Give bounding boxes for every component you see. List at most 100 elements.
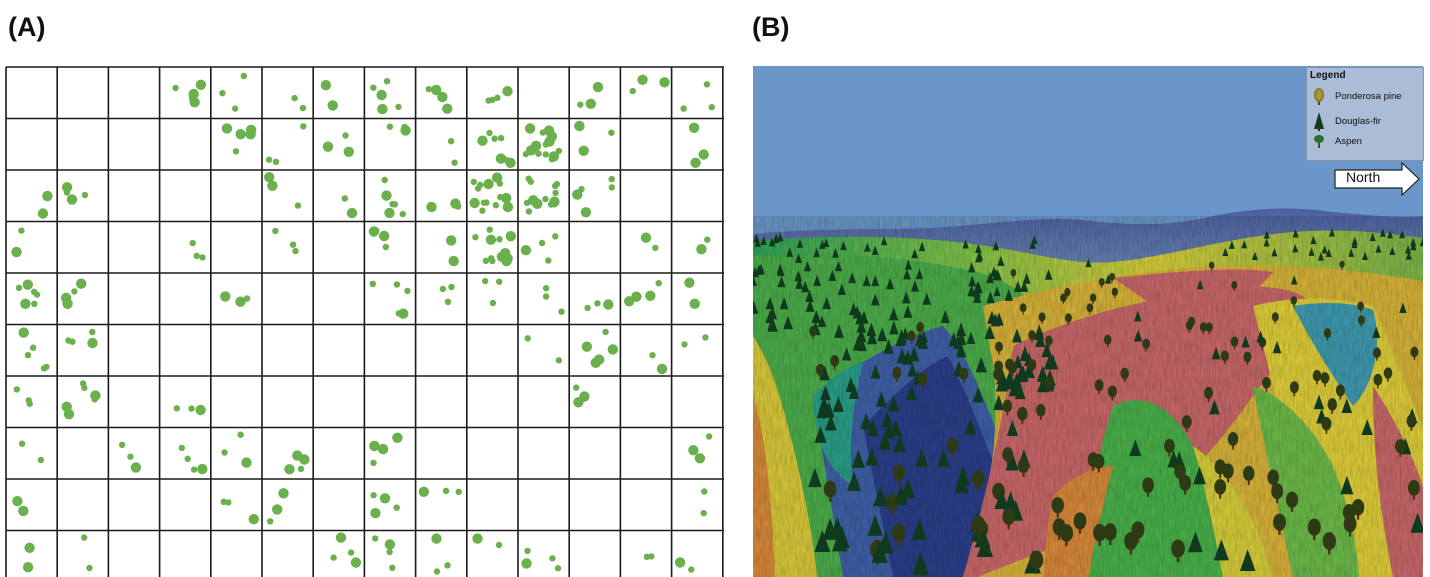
tree-dot bbox=[37, 456, 45, 464]
douglas-fir-tree bbox=[777, 232, 784, 242]
tree-dot bbox=[369, 280, 376, 288]
grid-cell bbox=[369, 280, 411, 319]
tree-dot bbox=[505, 231, 516, 242]
douglas-fir-tree bbox=[851, 449, 865, 468]
tree-dot bbox=[12, 496, 23, 507]
douglas-fir-tree bbox=[956, 330, 967, 346]
douglas-fir-tree bbox=[1035, 332, 1046, 347]
douglas-fir-tree bbox=[997, 255, 1005, 266]
grid-cell bbox=[425, 84, 453, 114]
ponderosa-pine-trunk bbox=[1109, 539, 1112, 546]
grid-cell bbox=[640, 232, 659, 252]
douglas-fir-tree bbox=[817, 315, 827, 328]
ponderosa-pine-tree bbox=[1285, 491, 1299, 508]
ponderosa-pine-trunk bbox=[1247, 479, 1250, 485]
grid-cell bbox=[220, 498, 259, 525]
ponderosa-pine-trunk bbox=[1313, 534, 1316, 541]
ponderosa-pine-trunk bbox=[1190, 325, 1193, 329]
ponderosa-pine-tree bbox=[1086, 303, 1094, 313]
grid-cell bbox=[522, 123, 563, 163]
tree-dot bbox=[690, 157, 701, 168]
grid-cell bbox=[267, 488, 289, 525]
tree-dot bbox=[243, 295, 251, 302]
tree-dot bbox=[173, 405, 180, 412]
ponderosa-pine-tree bbox=[1205, 322, 1213, 333]
tree-dot bbox=[190, 466, 198, 473]
tree-dot bbox=[76, 278, 87, 289]
landscape-view[interactable] bbox=[753, 66, 1423, 577]
douglas-fir-tree bbox=[873, 486, 888, 507]
tree-dot bbox=[482, 277, 489, 285]
douglas-fir-tree bbox=[1263, 238, 1270, 247]
douglas-fir-tree bbox=[1239, 549, 1256, 572]
douglas-fir-tree bbox=[834, 323, 844, 338]
douglas-fir-tree bbox=[1047, 353, 1059, 370]
douglas-fir-tree bbox=[862, 275, 871, 287]
grid-cell bbox=[629, 74, 670, 95]
douglas-fir-tree bbox=[824, 413, 837, 431]
grid-cell bbox=[330, 532, 362, 568]
douglas-fir-tree bbox=[986, 327, 995, 339]
tree-dot bbox=[232, 148, 240, 155]
tree-dot bbox=[472, 234, 479, 241]
douglas-fir-tree bbox=[1211, 346, 1221, 360]
ponderosa-pine-tree bbox=[892, 523, 907, 543]
tree-dot bbox=[79, 380, 87, 387]
tree-dot bbox=[542, 151, 549, 158]
ponderosa-pine-trunk bbox=[1101, 285, 1103, 288]
aspen-icon bbox=[1314, 135, 1324, 148]
tree-dot bbox=[189, 239, 196, 247]
ponderosa-pine-tree bbox=[1339, 260, 1345, 268]
douglas-fir-tree bbox=[893, 484, 909, 505]
grid-cell bbox=[573, 384, 590, 408]
grid-cell bbox=[446, 235, 459, 267]
tree-dot bbox=[705, 433, 713, 440]
tree-dot bbox=[448, 283, 455, 291]
tree-dot bbox=[299, 104, 307, 112]
tree-dot bbox=[294, 202, 302, 209]
douglas-fir-tree bbox=[856, 319, 867, 333]
douglas-fir-tree bbox=[1263, 230, 1270, 239]
tree-dot bbox=[451, 159, 458, 166]
tree-dot bbox=[607, 344, 618, 355]
tree-dot bbox=[603, 299, 614, 310]
tree-dot bbox=[496, 236, 503, 243]
ponderosa-pine-trunk bbox=[1325, 429, 1328, 434]
douglas-fir-tree bbox=[866, 419, 879, 437]
tree-dot bbox=[292, 247, 299, 255]
douglas-fir-tree bbox=[1348, 248, 1355, 257]
ponderosa-pine-tree bbox=[1188, 316, 1196, 327]
tree-dot bbox=[66, 194, 78, 205]
tree-dot bbox=[322, 141, 334, 152]
tree-dot bbox=[386, 123, 394, 130]
ponderosa-pine-trunk bbox=[1326, 337, 1329, 341]
douglas-fir-tree bbox=[1036, 365, 1049, 382]
ponderosa-pine-tree bbox=[1064, 313, 1072, 323]
douglas-fir-tree bbox=[911, 248, 919, 259]
tree-dot bbox=[573, 384, 580, 391]
douglas-fir-tree bbox=[881, 410, 893, 428]
grid-cell bbox=[426, 198, 462, 213]
tree-dot bbox=[384, 207, 395, 219]
ponderosa-pine-tree bbox=[1322, 532, 1336, 550]
tree-dot bbox=[696, 244, 707, 255]
grid-cell bbox=[370, 492, 400, 519]
tree-dot bbox=[477, 181, 484, 189]
ponderosa-pine-trunk bbox=[1376, 357, 1378, 361]
ponderosa-pine-tree bbox=[1028, 330, 1036, 341]
douglas-fir-tree bbox=[1419, 237, 1423, 247]
grid-cell bbox=[61, 380, 101, 420]
ponderosa-pine-tree bbox=[1002, 399, 1013, 413]
grid-cell bbox=[220, 291, 251, 307]
tree-dot bbox=[370, 492, 377, 499]
north-arrow: North bbox=[1334, 162, 1420, 196]
douglas-fir-tree bbox=[813, 274, 822, 286]
grid-cell bbox=[581, 328, 618, 368]
douglas-fir-tree bbox=[1405, 251, 1412, 260]
ponderosa-pine-tree bbox=[1227, 432, 1239, 446]
ponderosa-pine-tree bbox=[1290, 296, 1298, 305]
ponderosa-pine-tree bbox=[1107, 385, 1117, 398]
douglas-fir-tree bbox=[831, 529, 848, 552]
tree-dot bbox=[454, 203, 462, 210]
tree-dot bbox=[18, 227, 25, 234]
